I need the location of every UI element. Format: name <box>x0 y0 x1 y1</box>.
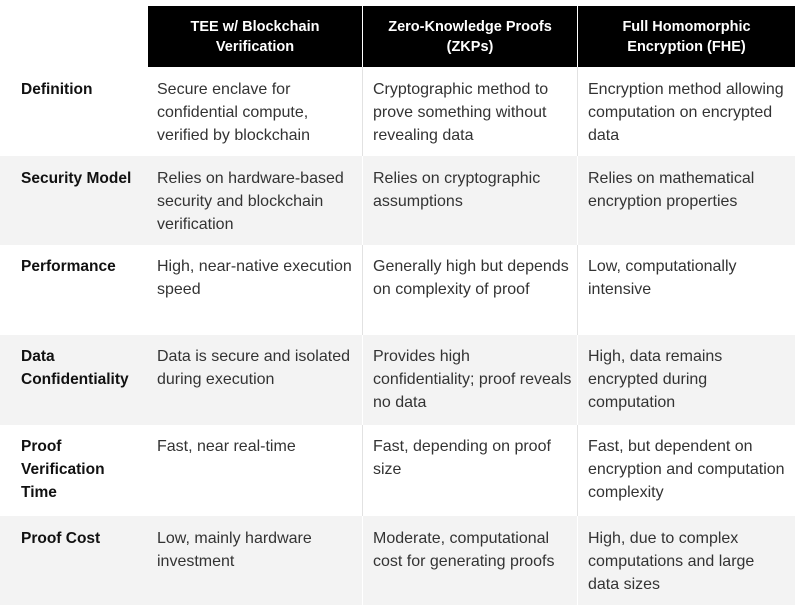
cell-fhe: High, due to complex computations and la… <box>588 530 755 593</box>
cell-tee: Low, mainly hardware investment <box>157 530 312 570</box>
header-zkp: Zero-Knowledge Proofs (ZKPs) <box>363 6 577 67</box>
cell-fhe: Low, computationally intensive <box>588 258 737 298</box>
cell-zkp: Relies on cryptographic assumptions <box>373 170 541 210</box>
row-label-security-model: Security Model <box>21 170 132 187</box>
row-label-proof-verification-time: Proof Verification Time <box>21 438 105 501</box>
cell-zkp: Moderate, computational cost for generat… <box>373 530 555 570</box>
cell-tee: Secure enclave for confidential compute,… <box>157 81 310 144</box>
table-row: Data Confidentiality Data is secure and … <box>0 335 795 425</box>
table-row: Performance High, near-native execution … <box>0 245 795 335</box>
table-header: TEE w/ Blockchain Verification Zero-Know… <box>0 6 795 67</box>
cell-zkp: Generally high but depends on complexity… <box>373 258 569 298</box>
row-label-proof-cost: Proof Cost <box>21 530 101 547</box>
table-row: Security Model Relies on hardware-based … <box>0 156 795 245</box>
cell-fhe: Encryption method allowing computation o… <box>588 81 784 144</box>
header-tee: TEE w/ Blockchain Verification <box>148 6 362 67</box>
cell-tee: Relies on hardware-based security and bl… <box>157 170 344 233</box>
table-row: Definition Secure enclave for confidenti… <box>0 67 795 156</box>
header-fhe: Full Homomorphic Encryption (FHE) <box>578 6 795 67</box>
table-row: Proof Cost Low, mainly hardware investme… <box>0 516 795 605</box>
row-label-definition: Definition <box>21 81 93 98</box>
cell-fhe: High, data remains encrypted during comp… <box>588 348 723 411</box>
cell-zkp: Cryptographic method to prove something … <box>373 81 549 144</box>
cell-fhe: Fast, but dependent on encryption and co… <box>588 438 785 501</box>
cell-tee: Fast, near real-time <box>157 438 296 455</box>
cell-fhe: Relies on mathematical encryption proper… <box>588 170 755 210</box>
cell-tee: Data is secure and isolated during execu… <box>157 348 350 388</box>
table-row: Proof Verification Time Fast, near real-… <box>0 425 795 516</box>
cell-tee: High, near-native execution speed <box>157 258 352 298</box>
row-label-performance: Performance <box>21 258 116 275</box>
row-label-data-confidentiality: Data Confidentiality <box>21 348 129 388</box>
cell-zkp: Provides high confidentiality; proof rev… <box>373 348 572 411</box>
cell-zkp: Fast, depending on proof size <box>373 438 551 478</box>
